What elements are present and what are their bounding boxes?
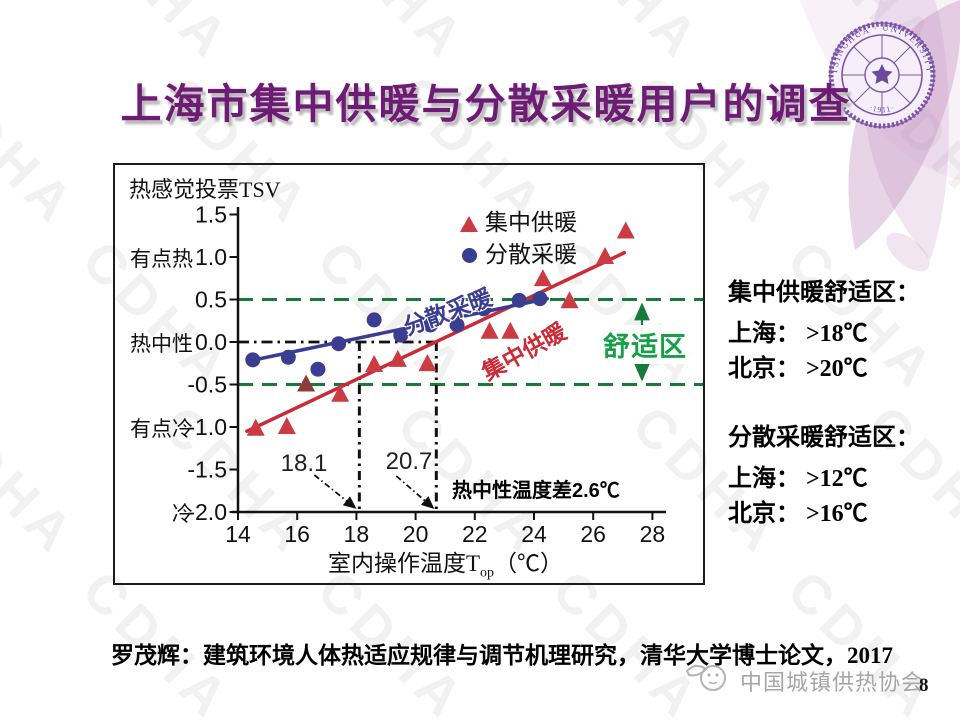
x-tick-label: 16 bbox=[284, 521, 310, 547]
y-tick-label: -0.5 bbox=[187, 372, 227, 398]
watermark-text: CDHA bbox=[0, 0, 9, 73]
data-point-circle bbox=[331, 336, 347, 352]
watermark-text: CDHA bbox=[540, 0, 714, 73]
data-point-triangle bbox=[480, 321, 499, 339]
watermark-text: CDHA bbox=[0, 394, 89, 568]
neutral-temp-label-central: 20.7 bbox=[385, 448, 433, 475]
x-axis-title: 室内操作温度Top（℃） bbox=[327, 551, 564, 581]
neutral-diff-note: 热中性温度差2.6℃ bbox=[452, 480, 620, 502]
watermark-text: CDHA bbox=[0, 559, 9, 720]
comfort-range-central-shanghai: 上海： >18℃ bbox=[728, 321, 868, 347]
y-tick-label: 0.0 bbox=[195, 329, 227, 355]
comfort-zone-label: 舒适区 bbox=[601, 325, 689, 364]
annotation-arrow bbox=[395, 475, 435, 509]
data-point-triangle bbox=[388, 349, 407, 367]
data-point-circle bbox=[245, 352, 261, 368]
comfort-range-separate-header: 分散采暖舒适区： bbox=[728, 424, 920, 451]
y-category-label: 有点热 bbox=[130, 247, 193, 271]
seal-year-text: ·1911· bbox=[868, 103, 895, 114]
y-tick-label: -1.0 bbox=[187, 414, 227, 440]
data-point-circle bbox=[449, 317, 465, 333]
cdha-logo-icon bbox=[685, 665, 726, 691]
comfort-range-central-header: 集中供暖舒适区： bbox=[728, 279, 920, 306]
y-tick-label: -2.0 bbox=[187, 499, 227, 525]
data-point-circle bbox=[476, 301, 492, 317]
legend-item-separate: 分散采暖 bbox=[462, 235, 577, 269]
data-point-circle bbox=[310, 361, 326, 377]
data-point-circle bbox=[511, 292, 527, 308]
x-tick-label: 28 bbox=[640, 521, 666, 547]
watermark-text: CDHA bbox=[305, 0, 479, 73]
data-point-circle bbox=[280, 349, 296, 365]
comfort-range-separate-shanghai: 上海： >12℃ bbox=[728, 466, 868, 492]
data-point-circle bbox=[393, 327, 409, 343]
data-point-triangle bbox=[501, 321, 520, 339]
page-number: 8 bbox=[919, 675, 929, 696]
watermark-text: CDHA bbox=[0, 64, 89, 238]
legend-label-central: 集中供暖 bbox=[485, 210, 577, 235]
y-tick-label: 1.5 bbox=[195, 202, 227, 228]
legend-item-central: 集中供暖 bbox=[460, 203, 577, 237]
data-point-triangle bbox=[277, 417, 296, 434]
watermark-text: CDHA bbox=[0, 229, 9, 403]
comfort-range-separate-beijing: 北京： >16℃ bbox=[728, 501, 868, 527]
data-point-triangle bbox=[418, 354, 437, 372]
data-point-triangle bbox=[596, 247, 615, 264]
data-point-circle bbox=[366, 312, 382, 328]
data-point-triangle bbox=[331, 384, 350, 402]
annotation-arrow bbox=[313, 474, 357, 509]
svg-text:·1911·: ·1911· bbox=[868, 103, 896, 114]
neutral-temp-label-separate: 18.1 bbox=[280, 450, 328, 477]
x-tick-label: 18 bbox=[344, 521, 370, 547]
x-tick-label: 22 bbox=[462, 521, 488, 547]
comfort-range-central-beijing: 北京： >20℃ bbox=[728, 356, 868, 382]
watermark-text: CDHA bbox=[70, 0, 244, 73]
data-point-triangle bbox=[616, 221, 635, 239]
data-point-triangle bbox=[533, 269, 552, 287]
y-category-label: 热中性 bbox=[130, 332, 193, 356]
chart-panel: 1.5 1.0 0.5 0.0 -0.5 -1.0 -1.5 -2.0 14 16 18 20 22 24… bbox=[113, 163, 705, 585]
seal-star-icon bbox=[871, 64, 893, 84]
data-point-circle bbox=[532, 291, 548, 307]
y-tick-label: 1.0 bbox=[195, 244, 227, 270]
y-tick-label: 0.5 bbox=[195, 287, 227, 313]
x-tick-label: 26 bbox=[580, 521, 606, 547]
citation-text: 罗茂辉：建筑环境人体热适应规律与调节机理研究，清华大学博士论文，2017 bbox=[111, 643, 893, 668]
comfort-range-separate-block: 分散采暖舒适区： 上海： >12℃ 北京： >16℃ bbox=[728, 417, 920, 532]
legend-label-separate: 分散采暖 bbox=[485, 242, 577, 267]
footer-organization: 中国城镇供热协会 bbox=[740, 670, 925, 695]
data-point-triangle bbox=[560, 291, 579, 309]
y-category-label: 冷 bbox=[172, 502, 193, 526]
trend-line bbox=[245, 251, 627, 433]
data-point-triangle bbox=[246, 418, 265, 436]
y-axis-title: 热感觉投票TSV bbox=[129, 177, 281, 202]
tsinghua-seal-icon: TSINGHUA · UNIVERSITY ·1911· bbox=[828, 21, 936, 129]
data-point-circle bbox=[422, 317, 438, 333]
comfort-range-central-block: 集中供暖舒适区： 上海： >18℃ 北京： >20℃ bbox=[728, 272, 920, 387]
x-tick-label: 20 bbox=[403, 521, 429, 547]
legend-circle-icon bbox=[462, 248, 477, 263]
chart-svg: 1.5 1.0 0.5 0.0 -0.5 -1.0 -1.5 -2.014 16 18 20 22 24… bbox=[187, 202, 703, 547]
x-tick-label: 14 bbox=[225, 521, 251, 547]
data-point-triangle bbox=[297, 374, 316, 392]
x-tick-label: 24 bbox=[521, 521, 547, 547]
data-point-triangle bbox=[365, 354, 384, 372]
page-title: 上海市集中供暖与分散采暖用户的调查 bbox=[120, 81, 852, 127]
y-category-label: 有点冷 bbox=[130, 417, 193, 441]
legend-triangle-icon bbox=[460, 216, 478, 232]
y-tick-label: -1.5 bbox=[187, 457, 227, 483]
